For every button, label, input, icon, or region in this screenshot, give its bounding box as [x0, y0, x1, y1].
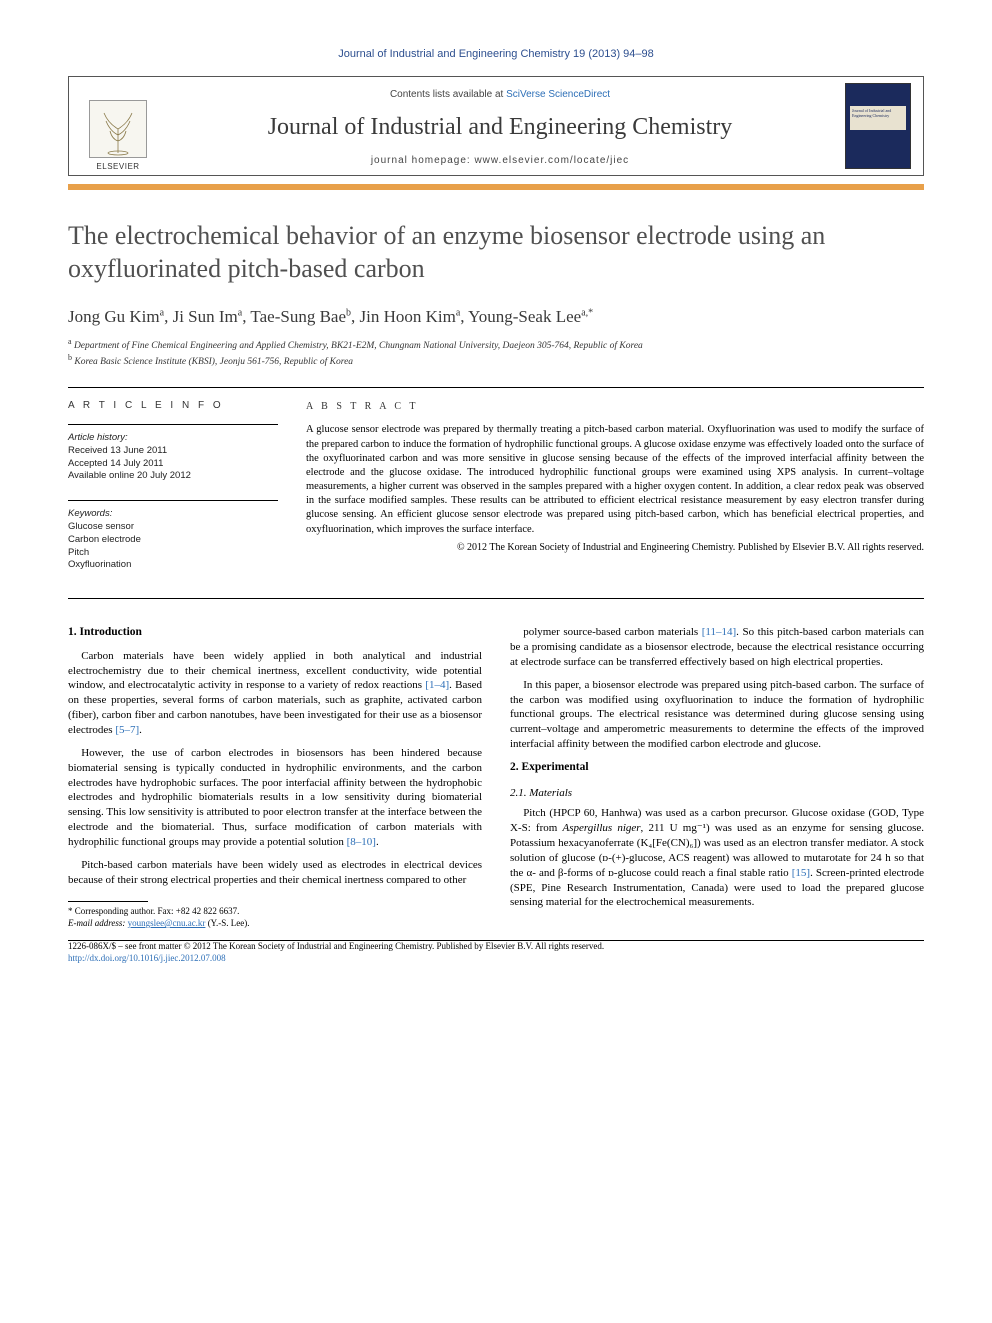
kw-2: Pitch [68, 547, 89, 558]
s1-p1: Carbon materials have been widely applie… [68, 649, 482, 738]
running-head: Journal of Industrial and Engineering Ch… [68, 48, 924, 60]
doi-link[interactable]: http://dx.doi.org/10.1016/j.jiec.2012.07… [68, 953, 226, 963]
footnote-rule [68, 901, 148, 902]
kw-0: Glucose sensor [68, 521, 134, 532]
elsevier-tree-icon [89, 100, 147, 158]
s21-p1: Pitch (HPCP 60, Hanhwa) was used as a ca… [510, 806, 924, 910]
keywords-block: Keywords: Glucose sensor Carbon electrod… [68, 508, 278, 572]
cover-thumb-wrap: Journal of Industrial and Engineering Ch… [833, 77, 923, 175]
journal-homepage: journal homepage: www.elsevier.com/locat… [177, 155, 823, 166]
s1-p4: polymer source-based carbon materials [1… [510, 625, 924, 670]
keywords-label: Keywords: [68, 508, 112, 519]
contents-line: Contents lists available at SciVerse Sci… [177, 89, 823, 100]
affil-a: a Department of Fine Chemical Engineerin… [68, 337, 924, 353]
accent-bar [68, 184, 924, 190]
s1-p5: In this paper, a biosensor electrode was… [510, 678, 924, 752]
cover-title: Journal of Industrial and Engineering Ch… [850, 106, 906, 130]
section-2-head: 2. Experimental [510, 760, 924, 776]
section-1-head: 1. Introduction [68, 625, 482, 641]
contents-pre: Contents lists available at [390, 89, 506, 100]
corr-email-link[interactable]: youngslee@cnu.ac.kr [128, 918, 206, 928]
email-label: E-mail address: [68, 918, 125, 928]
history-1: Accepted 14 July 2011 [68, 458, 163, 469]
affil-b: b Korea Basic Science Institute (KBSI), … [68, 353, 924, 369]
bottom-matter: 1226-086X/$ – see front matter © 2012 Th… [68, 941, 924, 964]
abstract-col: A B S T R A C T A glucose sensor electro… [306, 400, 924, 586]
history-label: Article history: [68, 432, 128, 443]
publisher-logo-block: ELSEVIER [69, 77, 167, 175]
abstract-head: A B S T R A C T [306, 400, 924, 414]
affil-a-text: Department of Fine Chemical Engineering … [74, 341, 643, 351]
history-2: Available online 20 July 2012 [68, 470, 191, 481]
article-info-col: A R T I C L E I N F O Article history: R… [68, 400, 278, 586]
authors-line: Jong Gu Kima, Ji Sun Ima, Tae-Sung Baeb,… [68, 307, 924, 327]
article-history: Article history: Received 13 June 2011 A… [68, 432, 278, 483]
sciencedirect-link[interactable]: SciVerse ScienceDirect [506, 89, 610, 100]
rule-bottom [68, 598, 924, 599]
front-matter: 1226-086X/$ – see front matter © 2012 Th… [68, 941, 924, 953]
footnotes: * Corresponding author. Fax: +82 42 822 … [68, 906, 482, 929]
kw-3: Oxyfluorination [68, 559, 131, 570]
affil-b-text: Korea Basic Science Institute (KBSI), Je… [74, 357, 353, 367]
corr-author: * Corresponding author. Fax: +82 42 822 … [68, 906, 482, 918]
journal-cover-thumb: Journal of Industrial and Engineering Ch… [845, 83, 911, 169]
email-who: (Y.-S. Lee). [208, 918, 250, 928]
history-0: Received 13 June 2011 [68, 445, 167, 456]
journal-name: Journal of Industrial and Engineering Ch… [177, 114, 823, 141]
publisher-name: ELSEVIER [96, 162, 139, 171]
kw-1: Carbon electrode [68, 534, 141, 545]
section-2-1-head: 2.1. Materials [510, 786, 924, 801]
article-title: The electrochemical behavior of an enzym… [68, 220, 924, 285]
affiliations: a Department of Fine Chemical Engineerin… [68, 337, 924, 369]
masthead: ELSEVIER Contents lists available at Sci… [68, 76, 924, 176]
body-columns: 1. Introduction Carbon materials have be… [68, 625, 924, 930]
s1-p3: Pitch-based carbon materials have been w… [68, 858, 482, 888]
s1-p2: However, the use of carbon electrodes in… [68, 746, 482, 850]
abstract-body: A glucose sensor electrode was prepared … [306, 423, 924, 536]
abstract-copyright: © 2012 The Korean Society of Industrial … [306, 541, 924, 555]
article-info-head: A R T I C L E I N F O [68, 400, 278, 411]
